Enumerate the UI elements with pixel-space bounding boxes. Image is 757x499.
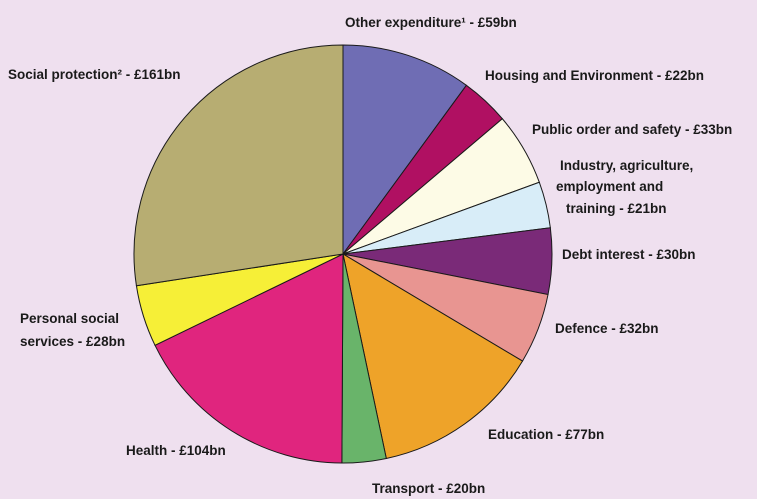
pie-slice-education <box>342 252 524 460</box>
label-education: Education - £77bn <box>488 427 604 442</box>
label-industry-line2: employment and <box>556 179 663 194</box>
label-transport: Transport - £20bn <box>372 481 485 496</box>
pie-slice-social-protection <box>133 44 344 287</box>
label-other-expenditure: Other expenditure¹ - £59bn <box>345 15 517 30</box>
label-personal-social-line1: Personal social <box>20 311 119 326</box>
label-industry-line1: Industry, agriculture, <box>560 158 693 173</box>
label-industry-line3: training - £21bn <box>566 201 667 216</box>
label-personal-social-line2: services - £28bn <box>20 334 125 349</box>
label-debt-interest: Debt interest - £30bn <box>562 247 696 262</box>
pie-slices <box>133 44 553 464</box>
label-social-protection: Social protection² - £161bn <box>8 67 181 82</box>
label-defence: Defence - £32bn <box>555 321 659 336</box>
label-housing-environment: Housing and Environment - £22bn <box>485 68 704 83</box>
pie-slice-health <box>154 253 344 464</box>
label-health: Health - £104bn <box>126 443 226 458</box>
label-public-order: Public order and safety - £33bn <box>532 122 732 137</box>
pie-slice-other-expenditure <box>342 44 468 256</box>
